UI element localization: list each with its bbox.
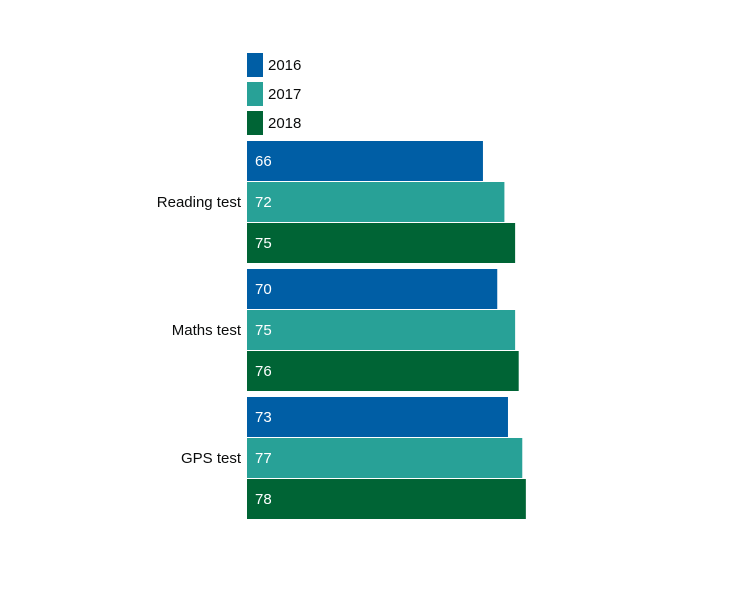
data-label: 75: [255, 235, 272, 252]
data-label: 66: [255, 153, 272, 170]
category-label: Reading test: [157, 194, 242, 211]
bar-2017: [247, 310, 516, 350]
legend-label-2018: 2018: [268, 115, 301, 132]
data-label: 78: [255, 491, 272, 508]
bars: 66 72 75 70 75 76 73 77 78: [247, 141, 526, 519]
data-label: 77: [255, 450, 272, 467]
data-label: 72: [255, 194, 272, 211]
bar-2017: [247, 182, 505, 222]
data-label: 70: [255, 281, 272, 298]
category-label: Maths test: [172, 322, 242, 339]
legend-label-2017: 2017: [268, 86, 301, 103]
data-label: 76: [255, 363, 272, 380]
legend-label-2016: 2016: [268, 57, 301, 74]
legend-swatch-2018: [247, 111, 263, 135]
bar-2017: [247, 438, 523, 478]
bar-2016: [247, 397, 508, 437]
bar-2016: [247, 141, 483, 181]
legend: 2016 2017 2018: [247, 53, 301, 135]
bar-2016: [247, 269, 498, 309]
category-axis: Reading test Maths test GPS test: [157, 194, 242, 467]
bar-2018: [247, 351, 519, 391]
category-label: GPS test: [181, 450, 242, 467]
legend-swatch-2017: [247, 82, 263, 106]
legend-swatch-2016: [247, 53, 263, 77]
data-label: 73: [255, 409, 272, 426]
bar-2018: [247, 223, 516, 263]
bar-2018: [247, 479, 526, 519]
data-label: 75: [255, 322, 272, 339]
